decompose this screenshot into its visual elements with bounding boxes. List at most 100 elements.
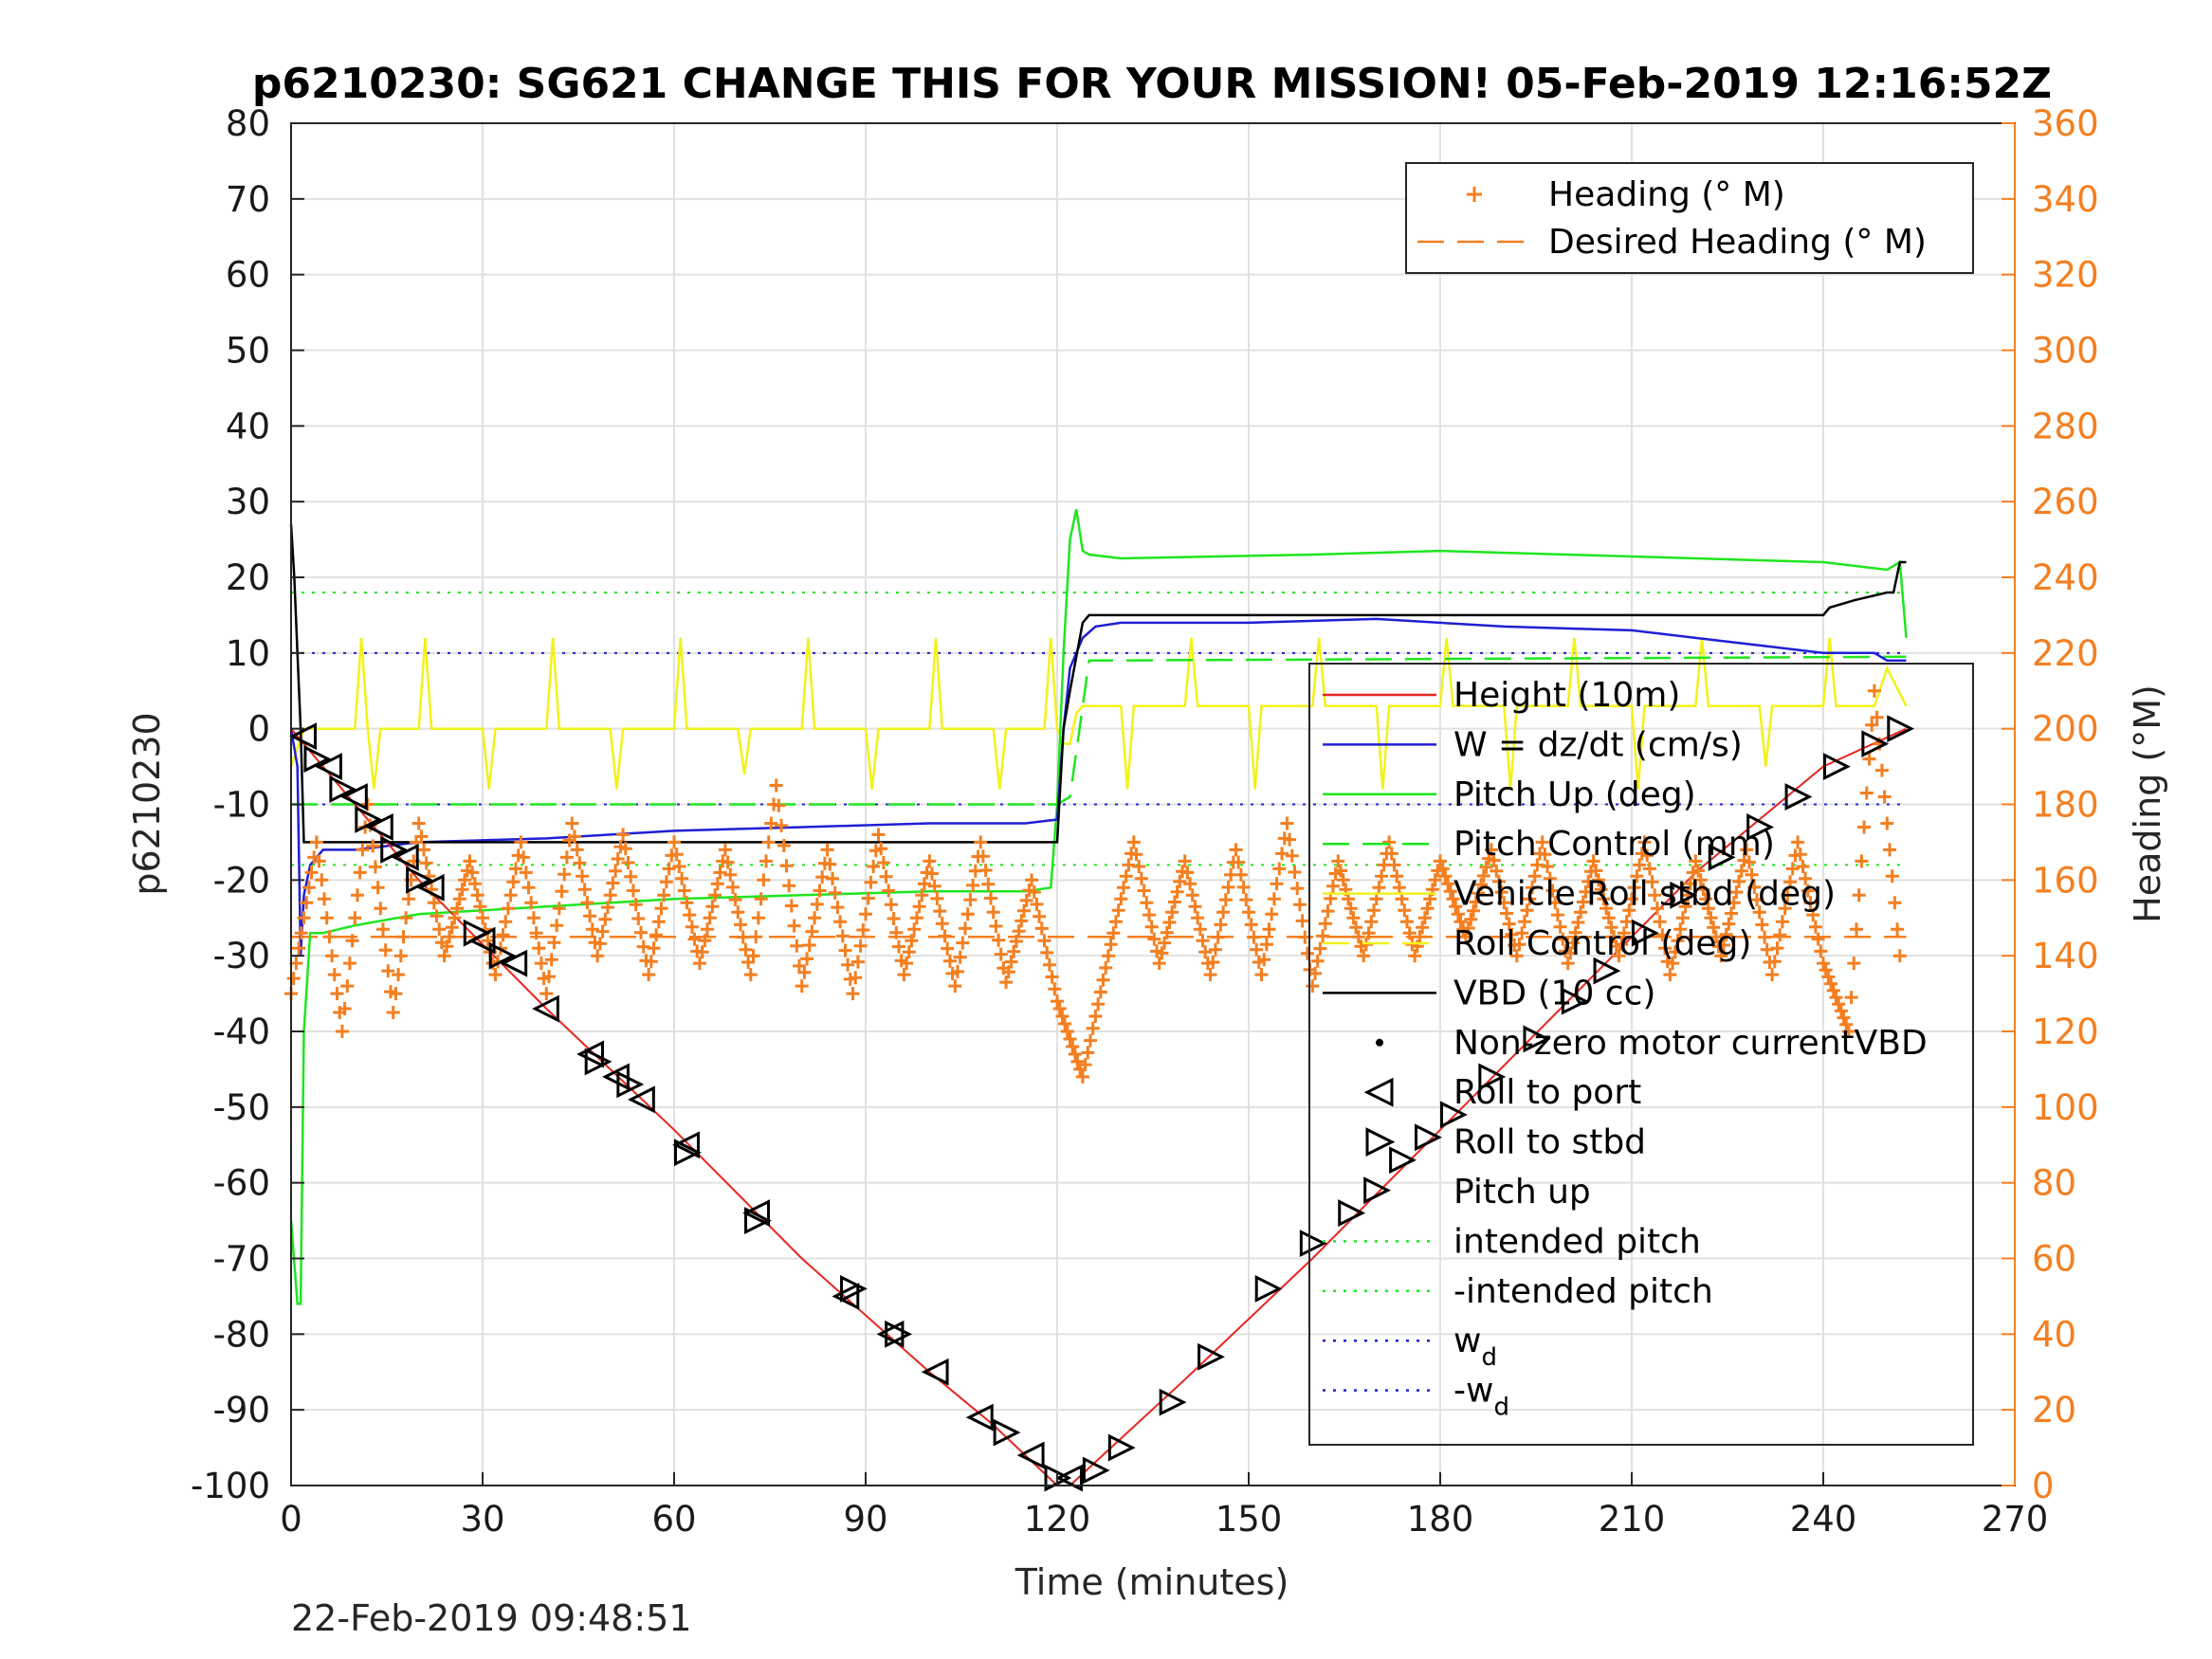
y-tick-label: -50 [213,1087,270,1128]
roll-to-stbd-marker [488,941,517,970]
y2-axis-ticks: 3603403203002802602402202001801601401201… [2002,103,2099,1506]
x-tick-label: 60 [651,1499,696,1540]
roll-to-stbd-marker [1299,1230,1327,1257]
y2-axis-label: Heading (°M) [2127,684,2168,923]
roll-to-stbd-marker [993,1418,1021,1447]
legend-heading: Heading (° M) Desired Heading (° M) [1405,162,1974,274]
y2-tick-label: 60 [2032,1239,2076,1280]
y-tick-label: -90 [213,1390,270,1431]
roll-to-stbd-marker [1338,1199,1366,1228]
y2-tick-label: 40 [2032,1314,2076,1355]
roll-to-port-marker [531,994,559,1023]
y-tick-label: -10 [213,785,270,826]
y-tick-label: 10 [226,633,270,674]
roll-to-stbd-marker [1254,1275,1283,1303]
series-line-pitch-control [291,655,1907,806]
legend-label: Heading (° M) [1548,175,1785,214]
y2-tick-label: 320 [2032,255,2099,296]
legend-main-box [1308,663,1974,1446]
y-tick-label: 30 [226,482,270,522]
y-tick-label: -80 [213,1314,270,1355]
roll-to-port-marker [315,753,342,781]
y-axis-label: p6210230 [126,712,168,895]
y2-tick-label: 200 [2032,709,2099,750]
legend-label: VBD (10 cc) [1453,974,1655,1012]
y2-tick-label: 240 [2032,557,2099,598]
chart-title: p6210230: SG621 CHANGE THIS FOR YOUR MIS… [252,60,2052,108]
roll-to-port-marker [965,1403,994,1431]
roll-to-port-marker [742,1199,771,1228]
roll-to-port-marker [672,1131,700,1159]
y-tick-label: -40 [213,1012,270,1052]
y2-tick-label: 180 [2032,785,2099,826]
roll-to-stbd-marker [1561,987,1589,1015]
roll-to-stbd-marker [1107,1433,1136,1462]
legend-label: Roll to port [1453,1073,1641,1112]
legend-label: Non-zero motor currentVBD [1453,1024,1928,1063]
y-tick-label: -30 [213,936,270,976]
legend-label: Pitch Control (mm) [1453,825,1775,864]
roll-to-stbd-marker [673,1139,702,1167]
roll-to-stbd-marker [1631,919,1659,947]
roll-markers [289,715,1915,1492]
roll-to-port-marker [339,783,368,811]
legend-label: Pitch Up (deg) [1453,775,1696,814]
roll-to-stbd-marker [1746,813,1775,841]
y-tick-label: 40 [226,406,270,447]
roll-to-stbd-marker [885,1320,913,1348]
y-tick-label: 60 [226,255,270,296]
roll-to-stbd-marker [1439,1101,1468,1129]
legend-label: Desired Heading (° M) [1548,223,1927,262]
y2-tick-label: 220 [2032,633,2099,674]
y-tick-label: 20 [226,557,270,598]
roll-to-port-marker [627,1085,655,1114]
roll-to-stbd-marker [1887,715,1915,743]
roll-to-port-marker [416,873,445,902]
roll-to-stbd-marker [744,1207,772,1235]
y-tick-label: -60 [213,1163,270,1204]
roll-to-stbd-marker [1415,1123,1442,1152]
roll-to-stbd-marker [1784,783,1813,811]
y2-tick-label: 120 [2032,1012,2099,1052]
legend-label: Roll to stbd [1453,1123,1646,1162]
x-tick-label: 30 [460,1499,504,1540]
y-tick-label: 0 [247,709,270,750]
legend-label: intended pitch [1453,1222,1701,1261]
y2-tick-label: 260 [2032,482,2099,522]
roll-to-stbd-marker [1593,957,1621,985]
footer-timestamp: 22-Feb-2019 09:48:51 [291,1597,692,1639]
roll-to-port-marker [500,949,528,977]
legend-heading-box [1405,162,1974,274]
legend-label: Roll Control (deg) [1453,924,1751,963]
roll-to-port-marker [365,813,393,841]
legend-label: Pitch up [1453,1173,1591,1212]
y2-tick-label: 0 [2032,1466,2055,1506]
y2-tick-label: 140 [2032,936,2099,976]
x-tick-label: 180 [1407,1499,1474,1540]
y2-tick-label: 160 [2032,860,2099,901]
roll-to-port-marker [1055,1464,1083,1492]
legend-swatch [1363,1077,1394,1107]
x-tick-label: 120 [1024,1499,1091,1540]
roll-to-port-marker [921,1358,949,1386]
x-tick-label: 270 [1982,1499,2049,1540]
roll-to-stbd-marker [1082,1456,1110,1485]
series-line-roll [289,637,1908,790]
y-axis-ticks: 80 70 60 50 40 30 20 10 0 -10 -20 -30 -40 -50 -60 -70 -8… [191,103,304,1506]
roll-to-stbd-marker [1389,1146,1417,1175]
roll-to-port-marker [391,843,419,871]
legend-label: Vehicle Roll stbd (deg) [1453,875,1836,914]
roll-to-stbd-marker [584,1048,612,1076]
x-tick-label: 150 [1216,1499,1283,1540]
roll-to-stbd-marker [840,1275,868,1303]
roll-to-stbd-marker [1708,843,1736,871]
roll-to-stbd-marker [406,866,434,894]
roll-to-stbd-marker [329,775,357,803]
y2-tick-label: 100 [2032,1087,2099,1128]
roll-to-stbd-marker [1363,1176,1392,1205]
legend-swatch [1467,187,1482,202]
roll-to-stbd-marker [616,1070,645,1099]
roll-to-stbd-marker [1861,730,1890,758]
x-tick-label: 240 [1790,1499,1857,1540]
y2-tick-label: 280 [2032,406,2099,447]
